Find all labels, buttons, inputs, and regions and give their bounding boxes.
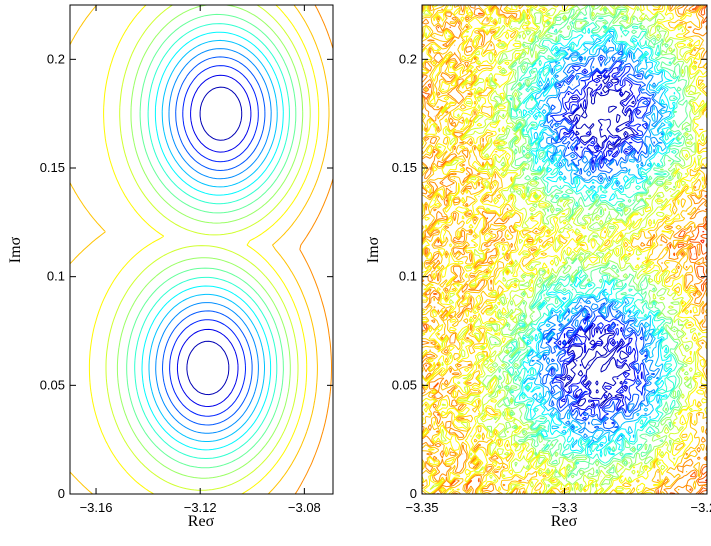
contour-level-16 — [547, 56, 651, 425]
right-y-axis-label: Imσ — [365, 236, 382, 263]
y-tick-label: 0.05 — [40, 377, 65, 392]
left-axis-ticks: −3.16 −3.12 −3.08 0 0.05 0.1 0.15 0.2 — [40, 5, 333, 515]
contour-level-11 — [134, 23, 290, 459]
y-tick-label: 0.2 — [47, 51, 65, 66]
contour-level-14 — [155, 48, 272, 434]
y-tick-label: 0.05 — [392, 377, 417, 392]
x-tick-label: −3.12 — [184, 500, 217, 515]
y-tick-label: 0.1 — [47, 269, 65, 284]
contour-level-10 — [494, 5, 692, 478]
contour-level-6 — [70, 5, 330, 494]
x-tick-label: −3.35 — [406, 500, 439, 515]
contour-level-8 — [105, 5, 311, 491]
contour-level-13 — [523, 30, 672, 451]
contour-level-10 — [126, 13, 297, 469]
contour-level-5 — [294, 5, 333, 494]
right-contour-lines — [422, 5, 707, 494]
left-contour-panel: −3.16 −3.12 −3.08 0 0.05 0.1 0.15 0.2 Reσ Imσ — [7, 4, 334, 530]
right-contour-panel: −3.35 −3.3 −3.25 0 0.05 0.1 0.15 0.2 Reσ Imσ — [365, 4, 711, 530]
x-tick-label: −3.08 — [288, 500, 321, 515]
contour-level-15 — [539, 50, 656, 430]
contour-level-12 — [141, 31, 284, 451]
left-x-axis-label: Reσ — [188, 513, 215, 530]
y-tick-label: 0 — [58, 486, 65, 501]
x-tick-label: −3.3 — [552, 500, 578, 515]
contour-level-18 — [559, 74, 639, 407]
contour-level-7 — [88, 5, 320, 494]
x-tick-label: −3.25 — [691, 500, 711, 515]
left-y-axis-label: Imσ — [7, 236, 24, 263]
x-tick-label: −3.16 — [80, 500, 113, 515]
right-x-axis-label: Reσ — [551, 513, 578, 530]
contour-level-6 — [422, 5, 707, 494]
contour-level-18 — [186, 86, 243, 396]
left-plot-frame — [69, 4, 334, 495]
contour-level-9 — [116, 5, 304, 479]
contour-level-14 — [531, 39, 666, 442]
y-tick-label: 0.1 — [399, 269, 417, 284]
y-tick-label: 0 — [410, 486, 417, 501]
contour-level-9 — [478, 5, 696, 491]
y-tick-label: 0.15 — [40, 160, 65, 175]
contour-level-7 — [422, 5, 707, 494]
contour-level-15 — [162, 56, 266, 426]
y-tick-label: 0.15 — [392, 160, 417, 175]
contour-level-17 — [176, 74, 252, 407]
contour-level-17 — [555, 66, 647, 411]
y-tick-label: 0.2 — [399, 51, 417, 66]
contour-level-8 — [422, 5, 707, 494]
contour-level-16 — [169, 65, 259, 417]
contour-level-11 — [507, 13, 682, 465]
contour-level-12 — [519, 26, 676, 458]
right-axis-ticks: −3.35 −3.3 −3.25 0 0.05 0.1 0.15 0.2 — [392, 5, 711, 515]
contour-level-13 — [148, 39, 278, 442]
left-contour-lines — [70, 5, 333, 494]
